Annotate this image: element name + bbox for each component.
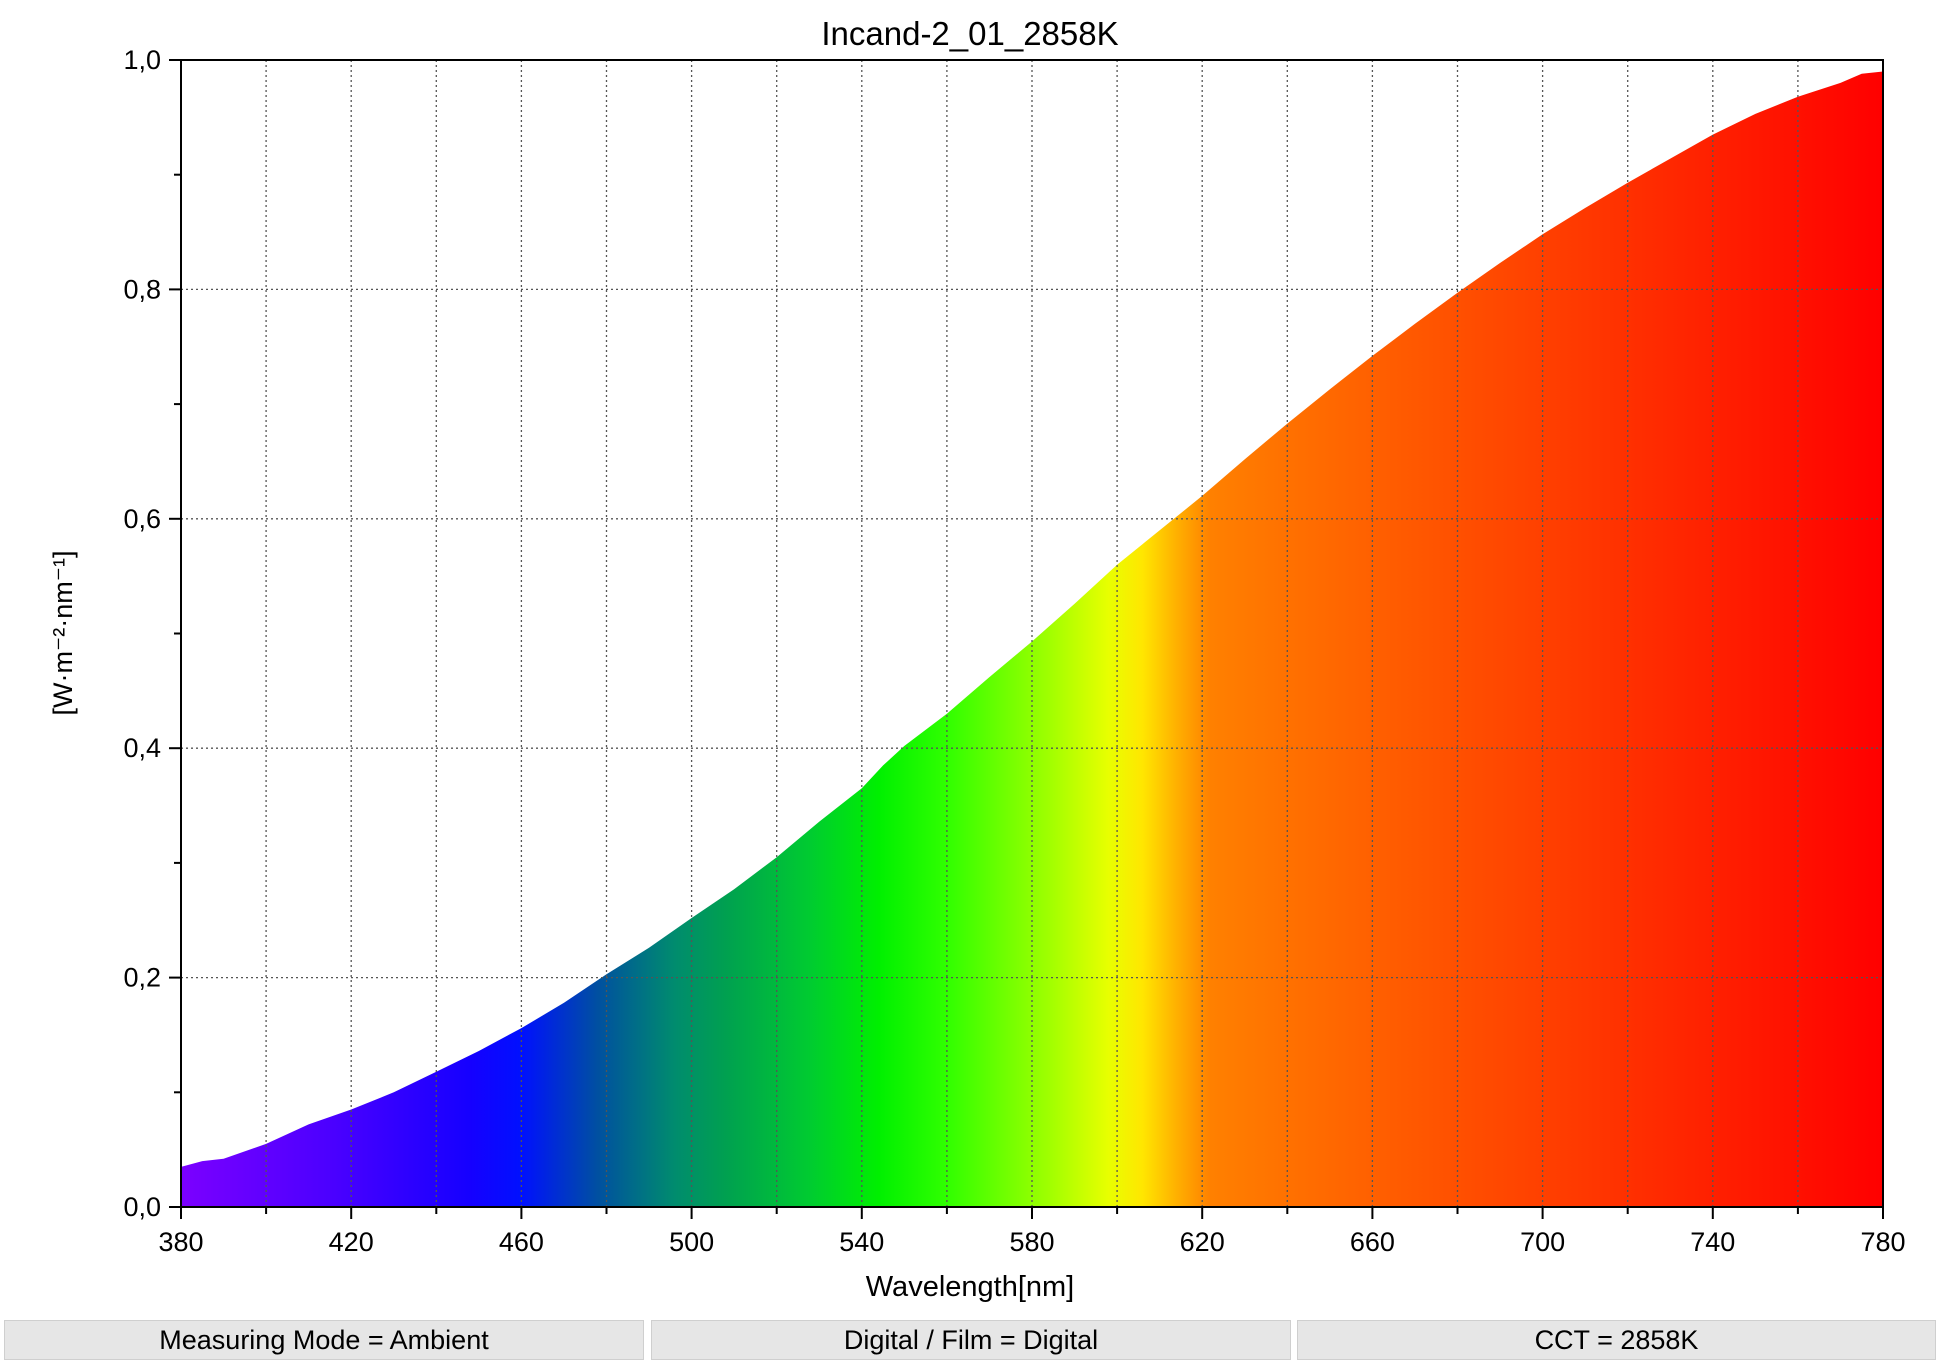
measuring-mode-status: Measuring Mode = Ambient [4,1320,644,1360]
y-tick-label: 1,0 [123,45,161,75]
cct-status: CCT = 2858K [1297,1320,1936,1360]
x-axis-label: Wavelength[nm] [866,1271,1074,1303]
y-tick-label: 0,4 [123,733,161,763]
x-tick-label: 420 [329,1227,374,1257]
grid-layer [181,60,1883,1207]
x-tick-label: 700 [1520,1227,1565,1257]
x-tick-label: 780 [1860,1227,1905,1257]
y-tick-label: 0,2 [123,963,161,993]
x-tick-label: 540 [839,1227,884,1257]
chart-title: Incand-2_01_2858K [821,15,1118,52]
spectrum-chart: 380 420 460 500 540 580 620 660 700 740 780 0,0 0,2 0… [48,15,1906,1303]
y-tick-label: 0,0 [123,1192,161,1222]
x-tick-label: 380 [158,1227,203,1257]
x-tick-label: 460 [499,1227,544,1257]
tick-layer: 380 420 460 500 540 580 620 660 700 740 780 0,0 0,2 0… [123,45,1905,1257]
x-tick-label: 620 [1180,1227,1225,1257]
plot-frame [180,59,1884,1208]
x-tick-label: 500 [669,1227,714,1257]
digital-film-status: Digital / Film = Digital [651,1320,1291,1360]
y-tick-label: 0,8 [123,274,161,304]
y-axis-label: [W·m⁻²·nm⁻¹] [48,551,78,716]
y-tick-label: 0,6 [123,504,161,534]
status-bar: Measuring Mode = Ambient Digital / Film … [0,1319,1940,1366]
x-tick-label: 740 [1690,1227,1735,1257]
x-tick-label: 660 [1350,1227,1395,1257]
x-tick-label: 580 [1009,1227,1054,1257]
